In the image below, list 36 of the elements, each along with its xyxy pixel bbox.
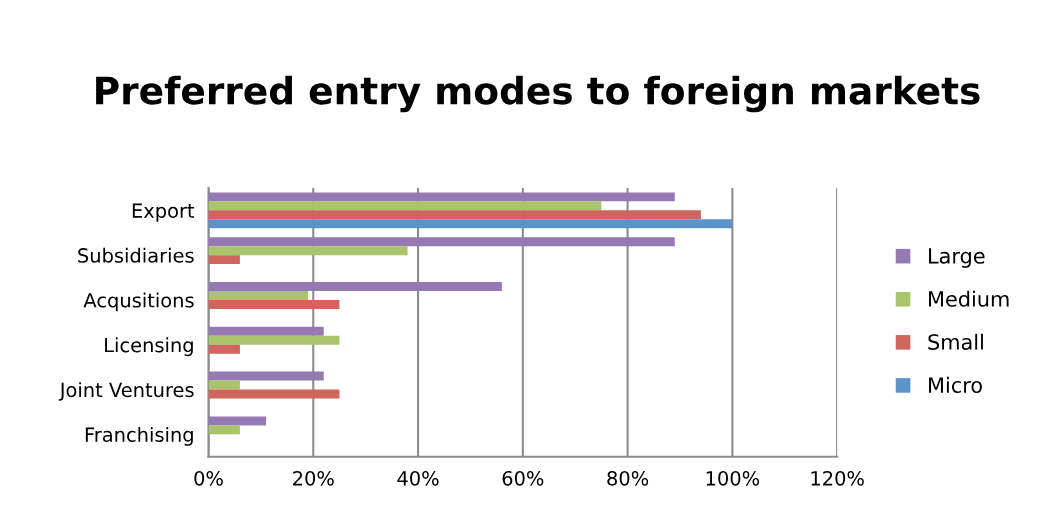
x-tick-label: 0% bbox=[194, 470, 223, 486]
legend-label: Micro bbox=[929, 376, 982, 393]
x-tick-label: 60% bbox=[502, 470, 544, 486]
bar bbox=[208, 335, 340, 345]
bar bbox=[208, 326, 324, 336]
x-tick-label: 20% bbox=[293, 470, 334, 486]
y-tick-label: Licensing bbox=[105, 337, 193, 357]
y-tick-label: Acqusitions bbox=[83, 292, 194, 312]
legend-label: Small bbox=[928, 333, 983, 350]
bar bbox=[208, 192, 675, 202]
y-tick-label: Export bbox=[132, 203, 195, 222]
x-tick-label: 100% bbox=[706, 470, 760, 486]
bar bbox=[208, 219, 733, 229]
bar bbox=[208, 201, 602, 211]
bar bbox=[208, 416, 267, 426]
chart-title: Preferred entry modes to foreign markets bbox=[96, 75, 980, 113]
bar bbox=[208, 425, 240, 435]
bar bbox=[208, 255, 240, 265]
x-tick-label: 120% bbox=[811, 470, 864, 486]
bar bbox=[208, 299, 340, 309]
bar bbox=[208, 210, 701, 220]
bar bbox=[208, 246, 408, 256]
y-tick-label: Joint Ventures bbox=[58, 382, 194, 401]
legend-label: Large bbox=[929, 248, 985, 268]
bar bbox=[208, 282, 502, 291]
bar bbox=[208, 237, 675, 247]
bar bbox=[208, 344, 240, 354]
y-tick-label: Subsidiaries bbox=[78, 247, 194, 263]
bar bbox=[208, 290, 309, 300]
x-tick-label: 40% bbox=[397, 470, 439, 486]
y-tick-label: Franchising bbox=[85, 426, 193, 446]
x-tick-label: 80% bbox=[607, 470, 649, 486]
legend-label: Medium bbox=[929, 290, 1009, 307]
bar bbox=[208, 380, 240, 390]
bar bbox=[208, 371, 324, 381]
bar bbox=[208, 389, 340, 399]
